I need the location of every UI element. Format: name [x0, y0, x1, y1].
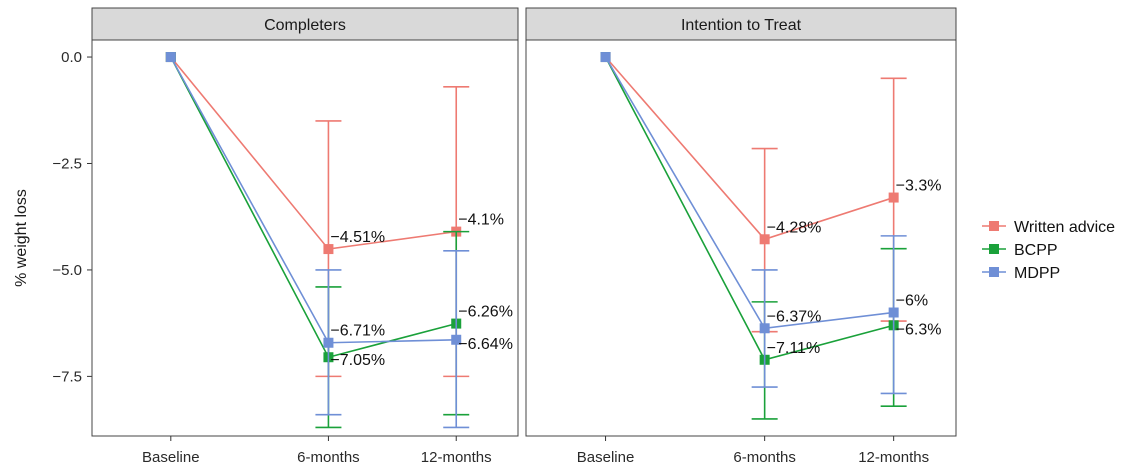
- data-point: [759, 323, 770, 334]
- data-point: [888, 192, 899, 203]
- series-mdpp: [165, 52, 470, 429]
- panel-strip: [91, 7, 519, 41]
- data-point: [888, 307, 899, 318]
- legend-key: [989, 267, 999, 277]
- panel-frame: [525, 39, 957, 437]
- y-tick-label: −2.5: [52, 155, 82, 172]
- panel-title: Completers: [264, 17, 346, 34]
- legend-item: MDPP: [982, 265, 1060, 282]
- x-tick-label: 6-months: [733, 449, 796, 466]
- data-label: −4.51%: [330, 229, 385, 246]
- legend-label: BCPP: [1014, 242, 1058, 259]
- legend-key: [989, 221, 999, 231]
- y-tick-label: −7.5: [52, 368, 82, 385]
- x-tick-label: Baseline: [142, 449, 200, 466]
- data-label: −6.71%: [330, 323, 385, 340]
- x-tick-label: 6-months: [297, 449, 360, 466]
- data-point: [451, 334, 462, 345]
- data-label: −6.64%: [458, 336, 513, 353]
- legend-label: MDPP: [1014, 265, 1060, 282]
- x-tick-label: 12-months: [858, 449, 929, 466]
- panel-strip: [525, 7, 957, 41]
- data-label: −6.3%: [896, 321, 942, 338]
- legend-item: Written advice: [982, 219, 1115, 236]
- y-axis-title: % weight loss: [13, 189, 30, 287]
- panel-frame: [91, 39, 519, 437]
- legend-key: [989, 244, 999, 254]
- y-tick-label: 0.0: [61, 49, 82, 66]
- data-label: −7.05%: [330, 352, 385, 369]
- data-label: −6%: [896, 293, 928, 310]
- data-label: −6.26%: [458, 304, 513, 321]
- panel-title: Intention to Treat: [681, 17, 802, 34]
- series-mdpp: [600, 52, 907, 395]
- x-tick-label: 12-months: [421, 449, 492, 466]
- data-label: −3.3%: [896, 178, 942, 195]
- data-point: [323, 244, 334, 255]
- data-label: −4.28%: [767, 219, 822, 236]
- y-tick-label: −5.0: [52, 262, 82, 279]
- data-point: [759, 234, 770, 245]
- legend-label: Written advice: [1014, 219, 1115, 236]
- data-point: [600, 52, 611, 63]
- data-label: −4.1%: [458, 212, 504, 229]
- x-tick-label: Baseline: [577, 449, 635, 466]
- data-label: −6.37%: [767, 308, 822, 325]
- data-point: [323, 337, 334, 348]
- legend-item: BCPP: [982, 242, 1058, 259]
- data-label: −7.11%: [767, 340, 821, 357]
- data-point: [165, 52, 176, 63]
